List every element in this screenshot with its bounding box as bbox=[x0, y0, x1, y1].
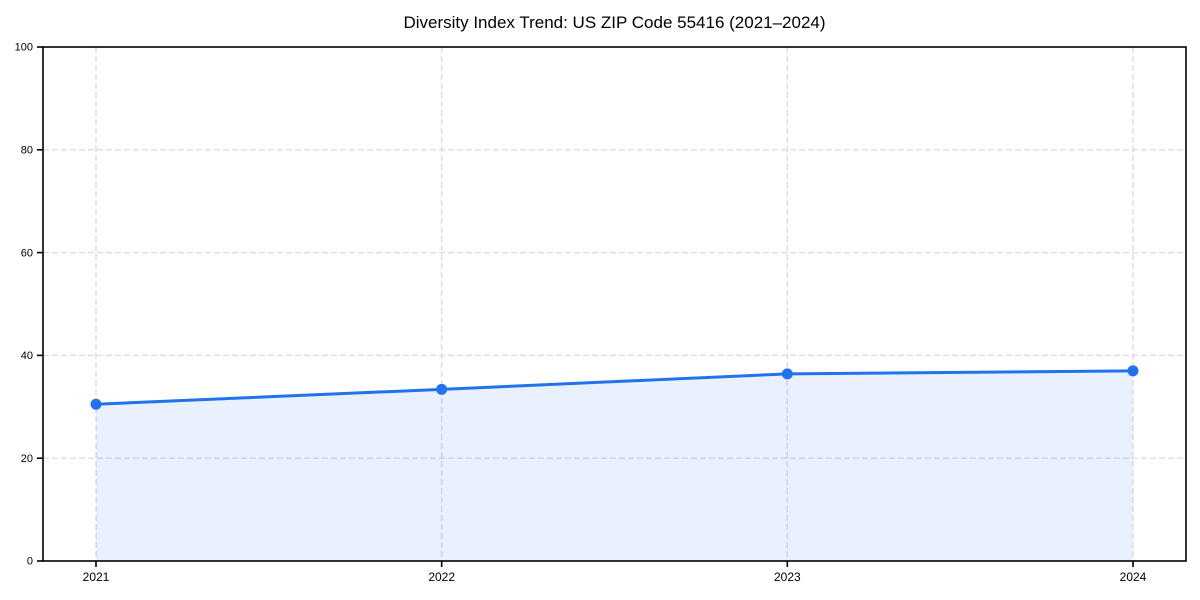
y-tick-label: 60 bbox=[21, 247, 33, 259]
data-point-2024 bbox=[1127, 365, 1139, 377]
y-tick-label: 80 bbox=[21, 145, 33, 157]
x-tick-label: 2023 bbox=[774, 570, 801, 584]
trend-line bbox=[94, 369, 1135, 406]
plot-border bbox=[42, 46, 1187, 562]
x-tick-label: 2021 bbox=[83, 570, 110, 584]
data-point-2022 bbox=[436, 383, 448, 395]
x-tick-label: 2024 bbox=[1120, 570, 1147, 584]
y-tick-label: 0 bbox=[27, 556, 33, 568]
area-fill bbox=[96, 370, 1133, 561]
x-tick-label: 2022 bbox=[428, 570, 455, 584]
y-tick-label: 40 bbox=[21, 350, 33, 362]
y-tick-label: 20 bbox=[21, 453, 33, 465]
y-tick-label: 100 bbox=[15, 42, 33, 54]
data-point-2021 bbox=[90, 398, 102, 410]
data-point-2023 bbox=[781, 368, 793, 380]
chart-title: Diversity Index Trend: US ZIP Code 55416… bbox=[403, 13, 826, 32]
